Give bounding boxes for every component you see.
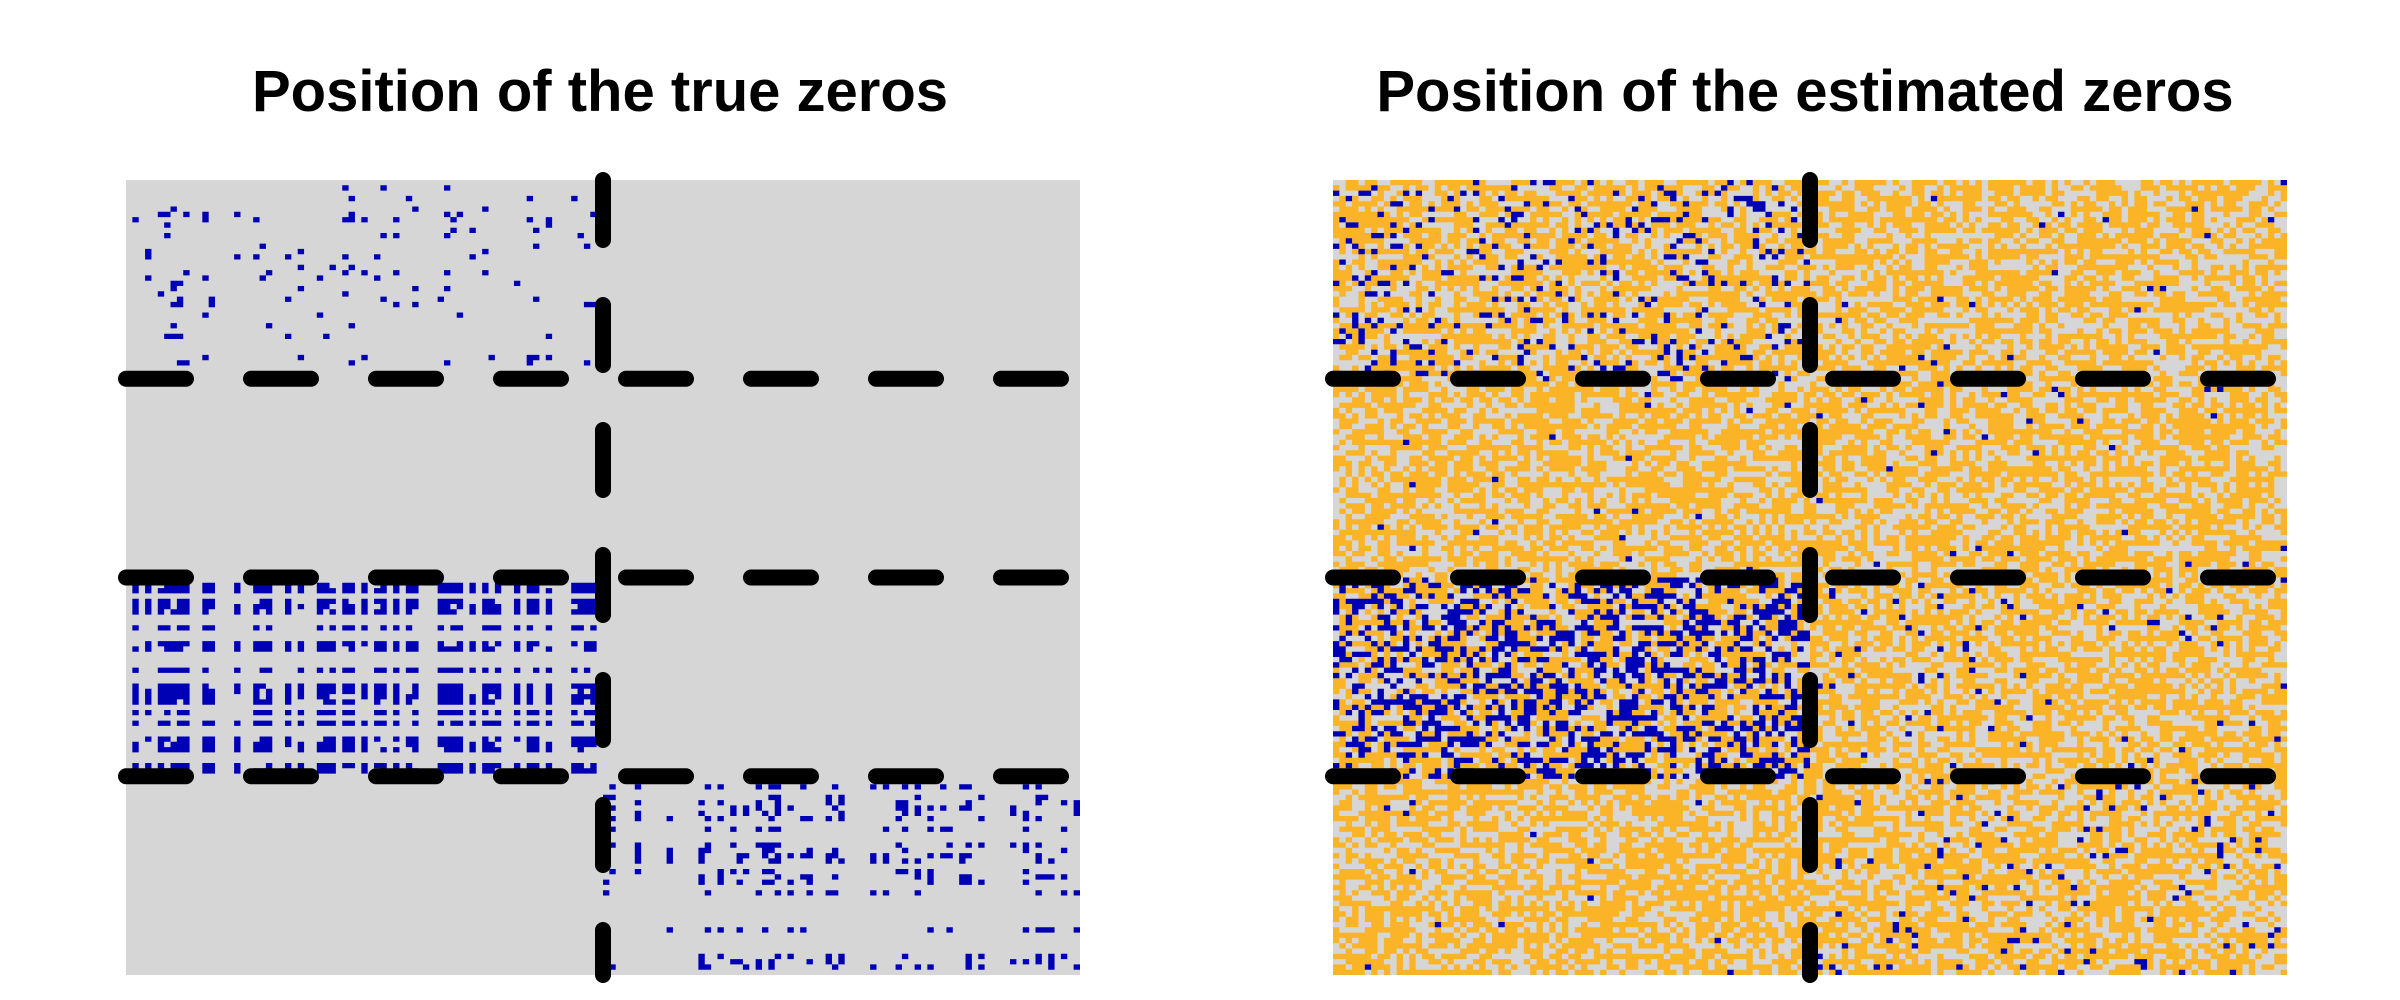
chart-title-estimated-zeros: Position of the estimated zeros xyxy=(1376,59,2234,124)
heatmap-estimated-zeros xyxy=(1325,172,2295,983)
heatmap-true-zeros xyxy=(118,172,1088,983)
chart-title-true-zeros: Position of the true zeros xyxy=(251,59,949,124)
